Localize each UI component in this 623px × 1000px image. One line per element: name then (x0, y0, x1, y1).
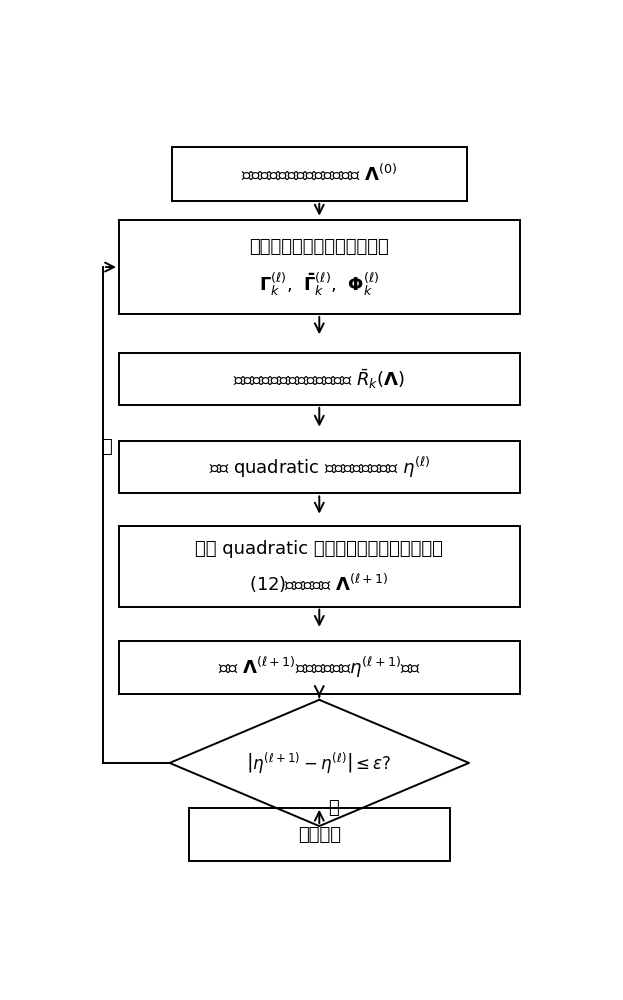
FancyBboxPatch shape (119, 220, 520, 314)
Text: 计算多播速率的确定性等同值 $\bar{R}_k(\mathbf{\Lambda})$: 计算多播速率的确定性等同值 $\bar{R}_k(\mathbf{\Lambda… (233, 367, 406, 391)
Text: $\left|\eta^{(\ell+1)}-\eta^{(\ell)}\right|\leq\varepsilon$?: $\left|\eta^{(\ell+1)}-\eta^{(\ell)}\rig… (247, 750, 392, 776)
Text: $\mathbf{\Gamma}_k^{(\ell)}$,  $\mathbf{\bar{\Gamma}}_k^{(\ell)}$,  $\mathbf{\Ph: $\mathbf{\Gamma}_k^{(\ell)}$, $\mathbf{\… (259, 270, 379, 298)
Text: 迭代计算确定性等同辅助变量: 迭代计算确定性等同辅助变量 (249, 238, 389, 256)
FancyBboxPatch shape (119, 526, 520, 607)
FancyBboxPatch shape (119, 641, 520, 694)
Text: 终止迭代: 终止迭代 (298, 826, 341, 844)
FancyBboxPatch shape (119, 353, 520, 405)
Text: 否: 否 (102, 438, 112, 456)
Text: 计算 quadratic 辅助变量的初始值 $\eta^{(\ell)}$: 计算 quadratic 辅助变量的初始值 $\eta^{(\ell)}$ (209, 455, 430, 480)
Text: 利用 quadratic 变换将问题变为凸优化问题: 利用 quadratic 变换将问题变为凸优化问题 (196, 540, 443, 558)
FancyBboxPatch shape (172, 147, 467, 201)
Text: 利用 $\mathbf{\Lambda}^{(\ell+1)}$更新辅助变量$\eta^{(\ell+1)}$的值: 利用 $\mathbf{\Lambda}^{(\ell+1)}$更新辅助变量$\… (218, 655, 421, 680)
Text: 初始化发送信号的协方差矩阵 $\mathbf{\Lambda}^{(0)}$: 初始化发送信号的协方差矩阵 $\mathbf{\Lambda}^{(0)}$ (241, 164, 397, 184)
FancyBboxPatch shape (119, 441, 520, 493)
FancyBboxPatch shape (189, 808, 450, 861)
Text: 是: 是 (328, 799, 339, 817)
Text: (12)，求解得到 $\mathbf{\Lambda}^{(\ell+1)}$: (12)，求解得到 $\mathbf{\Lambda}^{(\ell+1)}$ (249, 572, 389, 595)
